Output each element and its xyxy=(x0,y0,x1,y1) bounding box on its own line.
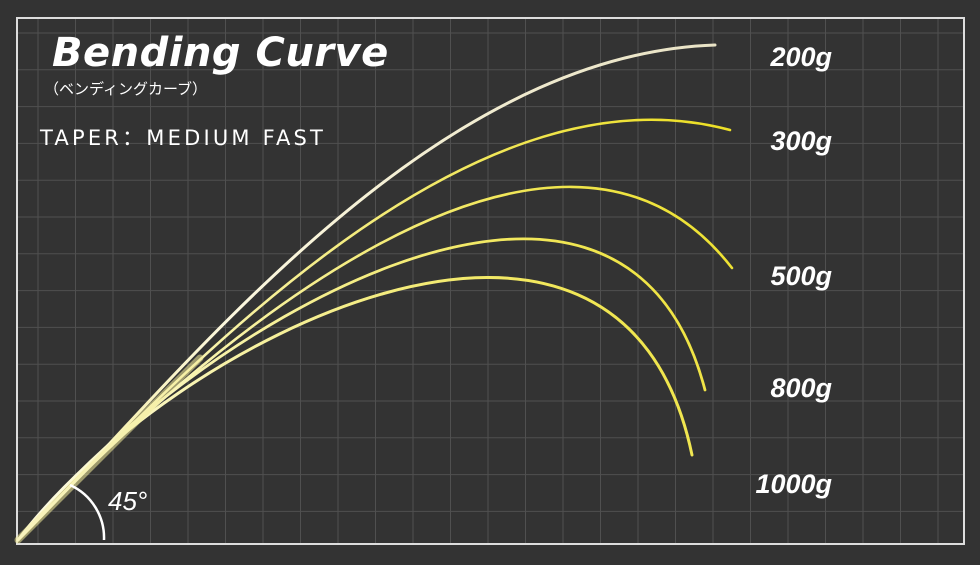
load-label-300g: 300g xyxy=(770,126,832,156)
angle-arc xyxy=(69,483,106,541)
grid xyxy=(17,18,964,544)
rod-butt-section xyxy=(14,354,204,544)
load-label-500g: 500g xyxy=(770,261,832,291)
chart-frame xyxy=(16,17,965,545)
chart-title: Bending Curve xyxy=(52,30,389,76)
angle-label: 45° xyxy=(108,486,147,516)
load-labels: 200g 300g 500g 800g 1000g xyxy=(755,42,832,499)
load-label-1000g: 1000g xyxy=(755,469,832,499)
chart-subtitle: （ベンディングカーブ） xyxy=(44,80,208,98)
taper-label: TAPER：MEDIUM FAST xyxy=(40,126,327,150)
curves xyxy=(14,43,734,544)
curve-300g xyxy=(16,118,732,542)
load-label-200g: 200g xyxy=(769,42,832,72)
curve-200g xyxy=(16,43,717,542)
load-label-800g: 800g xyxy=(770,373,832,403)
